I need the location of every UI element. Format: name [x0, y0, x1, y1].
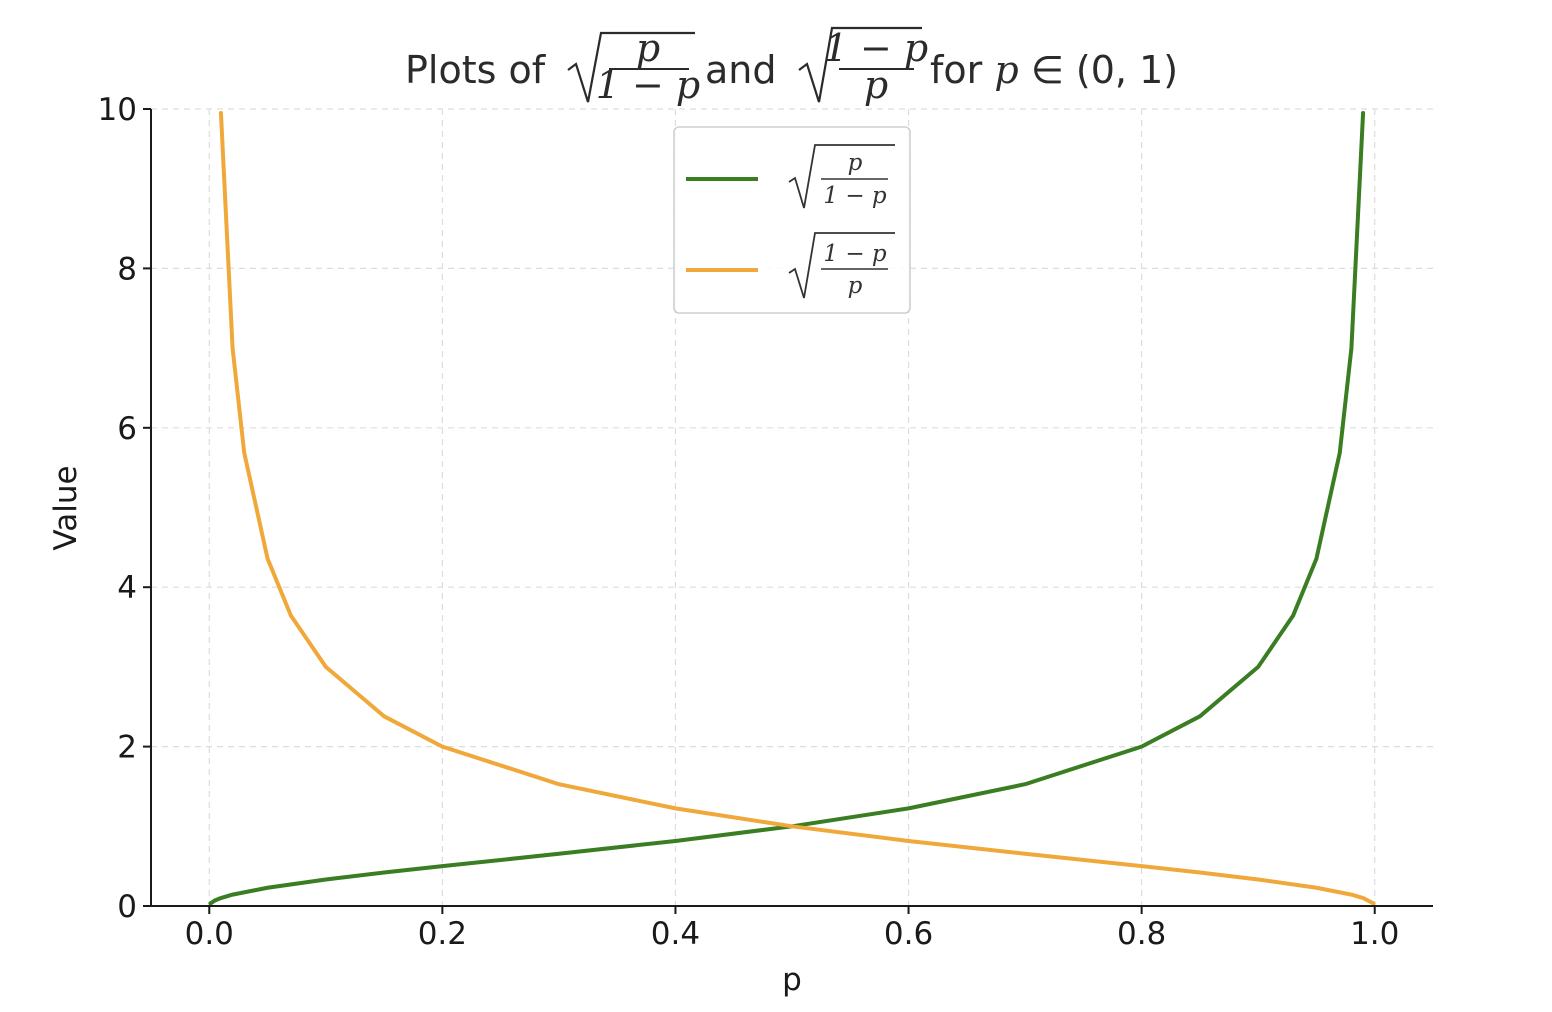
x-tick-label: 0.8 — [1117, 916, 1166, 952]
legend-box — [673, 126, 911, 314]
x-tick-label: 0.6 — [884, 916, 933, 952]
legend-den-2: p — [848, 273, 863, 299]
legend: p 1 − p 1 − p p — [673, 126, 911, 314]
legend-num-2: 1 − p — [823, 241, 887, 267]
y-tick-label: 2 — [117, 730, 137, 766]
svg-text:for p ∈ (0, 1): for p ∈ (0, 1) — [930, 48, 1178, 92]
series-line-2 — [218, 110, 1376, 906]
title-suffix-text: for — [930, 48, 994, 92]
y-tick-label: 10 — [98, 92, 137, 128]
y-axis-label: Value — [48, 465, 84, 550]
y-tick-label: 6 — [117, 411, 137, 447]
ticks: 0.0 0.2 0.4 0.6 0.8 1.0 0 2 4 6 8 10 — [98, 92, 1400, 952]
title-middle: and — [705, 48, 777, 92]
series-layer — [208, 110, 1376, 906]
legend-den-1: 1 − p — [823, 183, 887, 209]
title-prefix: Plots of — [405, 48, 547, 92]
title-expr2-num: 1 − p — [824, 26, 929, 70]
legend-num-1: p — [848, 150, 863, 176]
legend-sqrt-1 — [788, 144, 895, 209]
y-tick-label: 8 — [117, 251, 137, 287]
title-expr2-den: p — [864, 63, 888, 107]
x-tick-label: 0.4 — [651, 916, 700, 952]
x-tick-label: 1.0 — [1350, 916, 1399, 952]
title-sqrt-1 — [567, 31, 695, 103]
title-expr1-num: p — [636, 26, 660, 70]
legend-sqrt-2 — [788, 232, 895, 299]
chart-title: Plots of p 1 − p and 1 − p p for p ∈ (0,… — [405, 26, 1178, 107]
title-sqrt-2 — [798, 26, 922, 103]
title-suffix-var: p — [994, 48, 1018, 92]
title-suffix-math: ∈ (0, 1) — [1019, 48, 1178, 92]
y-tick-label: 0 — [117, 889, 137, 925]
x-tick-label: 0.0 — [185, 916, 234, 952]
title-expr1-den: 1 − p — [596, 63, 701, 107]
x-axis-label: p — [782, 962, 802, 998]
y-tick-label: 4 — [117, 570, 137, 606]
x-tick-label: 0.2 — [418, 916, 467, 952]
